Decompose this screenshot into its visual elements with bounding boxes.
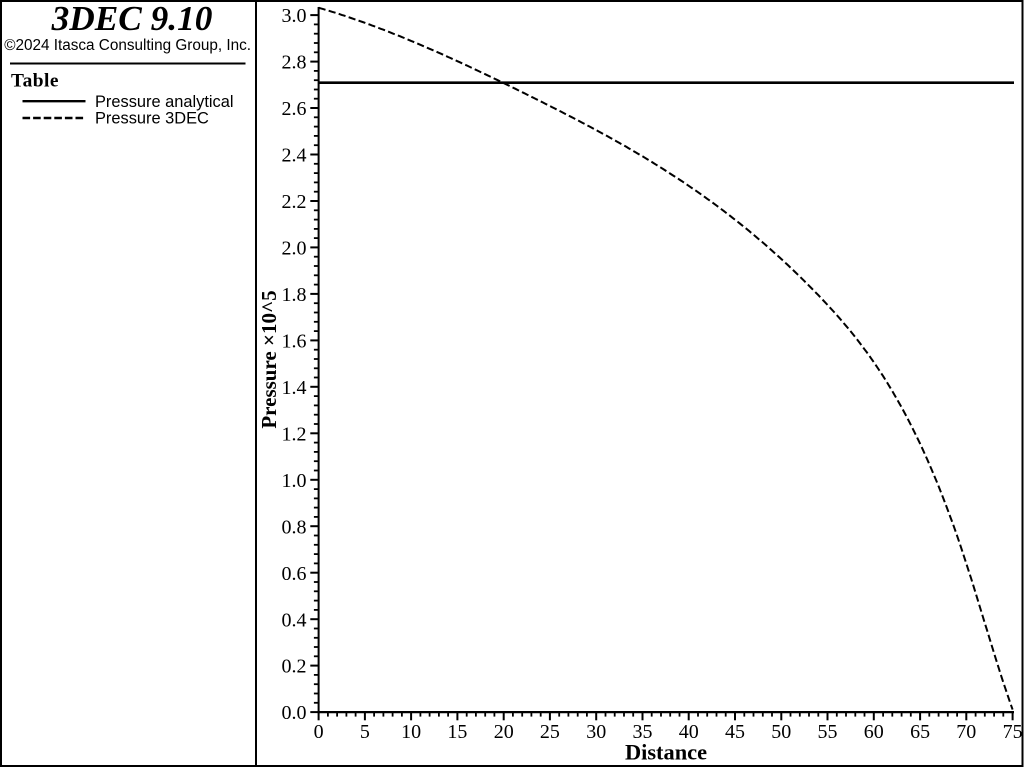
svg-text:40: 40 xyxy=(679,721,699,743)
svg-text:65: 65 xyxy=(910,721,930,743)
svg-text:25: 25 xyxy=(540,721,560,743)
svg-text:20: 20 xyxy=(494,721,514,743)
svg-text:5: 5 xyxy=(360,721,370,743)
svg-text:35: 35 xyxy=(633,721,653,743)
svg-text:0: 0 xyxy=(314,721,324,743)
svg-text:3.0: 3.0 xyxy=(282,5,307,27)
svg-text:Pressure analytical: Pressure analytical xyxy=(95,93,233,111)
svg-text:2.2: 2.2 xyxy=(282,191,307,213)
svg-text:0.0: 0.0 xyxy=(282,702,307,724)
svg-text:50: 50 xyxy=(771,721,791,743)
svg-text:1.2: 1.2 xyxy=(282,423,307,445)
svg-text:75: 75 xyxy=(1003,721,1023,743)
svg-text:45: 45 xyxy=(725,721,745,743)
svg-text:2.6: 2.6 xyxy=(282,98,307,120)
svg-text:1.6: 1.6 xyxy=(282,331,307,353)
svg-text:2.4: 2.4 xyxy=(282,145,307,167)
svg-text:2.0: 2.0 xyxy=(282,238,307,260)
svg-text:2.8: 2.8 xyxy=(282,52,307,74)
svg-text:70: 70 xyxy=(956,721,976,743)
svg-text:©2024 Itasca Consulting Group,: ©2024 Itasca Consulting Group, Inc. xyxy=(4,37,251,54)
svg-text:3DEC 9.10: 3DEC 9.10 xyxy=(51,0,213,38)
svg-text:0.8: 0.8 xyxy=(282,516,307,538)
svg-text:Table: Table xyxy=(11,71,59,92)
svg-text:1.0: 1.0 xyxy=(282,470,307,492)
svg-text:15: 15 xyxy=(447,721,467,743)
svg-text:30: 30 xyxy=(586,721,606,743)
svg-text:1.4: 1.4 xyxy=(282,377,307,399)
svg-text:Pressure 3DEC: Pressure 3DEC xyxy=(95,110,209,128)
svg-text:0.4: 0.4 xyxy=(282,609,307,631)
svg-text:1.8: 1.8 xyxy=(282,284,307,306)
svg-text:60: 60 xyxy=(864,721,884,743)
svg-text:0.2: 0.2 xyxy=(282,656,307,678)
svg-text:Distance: Distance xyxy=(625,739,707,764)
svg-text:55: 55 xyxy=(818,721,838,743)
svg-text:Pressure ×10^5: Pressure ×10^5 xyxy=(257,290,281,428)
svg-text:10: 10 xyxy=(401,721,421,743)
svg-text:0.6: 0.6 xyxy=(282,563,307,585)
